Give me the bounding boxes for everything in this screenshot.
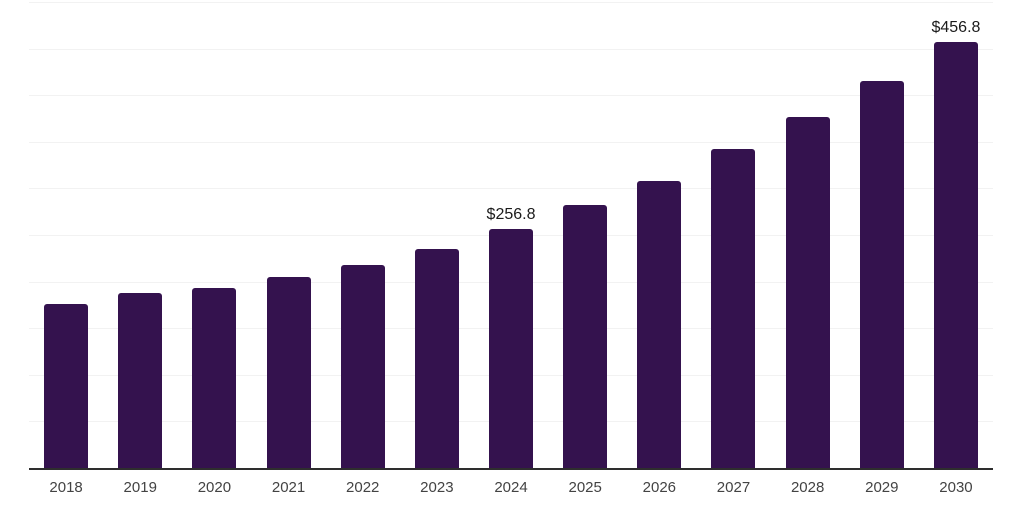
plot-area: $256.8 $456.8	[29, 0, 993, 470]
bar-slot-2021	[251, 0, 325, 468]
x-tick-label-2022: 2022	[346, 479, 380, 496]
bar-slot-2019	[103, 0, 177, 468]
bar-slot-2029	[845, 0, 919, 468]
bar-2028	[785, 116, 830, 468]
bar-2027	[711, 149, 756, 468]
bar-slot-2024: $256.8	[474, 0, 548, 468]
x-tick-label-2026: 2026	[642, 479, 677, 496]
value-label-2030: $456.8	[931, 19, 981, 37]
bar-slot-2018	[29, 0, 103, 468]
x-tick-label-2019: 2019	[123, 479, 157, 496]
bar-2022	[340, 264, 385, 468]
bar-2019	[118, 293, 163, 468]
x-tick-label-2027: 2027	[716, 479, 751, 496]
bar-slot-2028	[771, 0, 845, 468]
x-tick-label-2030: 2030	[939, 479, 973, 496]
gridline-400	[29, 95, 993, 97]
bar-slot-2022	[326, 0, 400, 468]
bar-2021	[266, 276, 311, 468]
value-label-2024: $256.8	[486, 205, 536, 223]
bar-slot-2030: $456.8	[919, 0, 993, 468]
bar-2029	[859, 81, 904, 468]
bar-slot-2023	[400, 0, 474, 468]
bar-slot-2020	[177, 0, 251, 468]
bar-slot-2027	[696, 0, 770, 468]
bar-slot-2025	[548, 0, 622, 468]
bar-2025	[563, 204, 608, 468]
gridline-500	[29, 2, 993, 3]
bar-series: $256.8 $456.8	[29, 0, 993, 468]
x-axis-labels: 2018 2019 2020 2021 2022 2023 2024 2025 2026 2027…	[29, 480, 993, 495]
bar-2023	[414, 249, 459, 468]
x-tick-label-2020: 2020	[197, 479, 232, 496]
x-tick-label-2023: 2023	[420, 479, 454, 496]
bar-slot-2026	[622, 0, 696, 468]
bar-2024	[489, 228, 534, 468]
x-tick-label-2021: 2021	[271, 479, 306, 496]
x-tick-label-2025: 2025	[568, 479, 602, 496]
bar-2020	[192, 287, 237, 468]
bar-2026	[637, 180, 682, 468]
x-tick-label-2018: 2018	[49, 479, 83, 496]
gridline-350	[29, 141, 993, 143]
bar-2018	[44, 303, 89, 468]
gridline-450	[29, 48, 993, 50]
bar-2030	[933, 42, 978, 468]
gridline-300	[29, 188, 993, 190]
x-tick-label-2029: 2029	[865, 479, 899, 496]
x-tick-label-2028: 2028	[790, 479, 825, 496]
x-tick-label-2024: 2024	[494, 479, 528, 496]
